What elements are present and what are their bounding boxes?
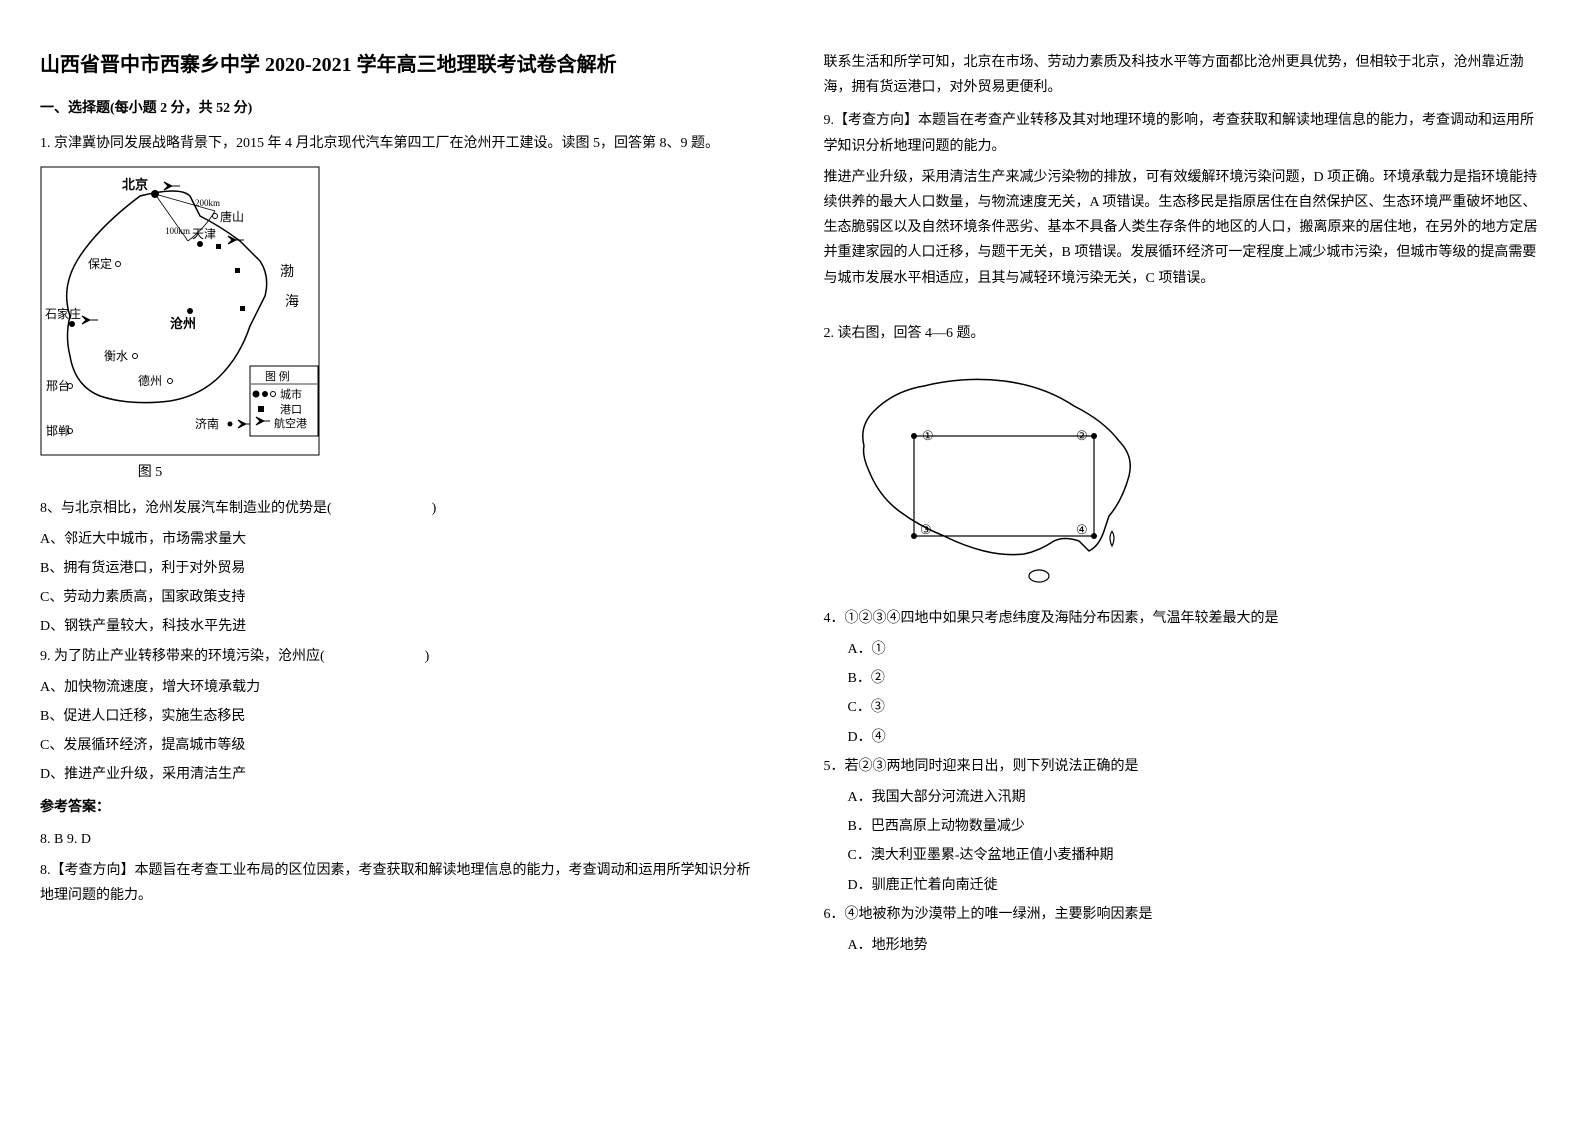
q9-stem: 9. 为了防止产业转移带来的环境污染，沧州应() [40, 644, 764, 669]
q8-stem-text: 8、与北京相比，沧州发展汽车制造业的优势是( [40, 501, 332, 516]
q4-stem: 4．①②③④四地中如果只考虑纬度及海陆分布因素，气温年较差最大的是 [824, 606, 1548, 631]
sea-label-hai: 海 [285, 294, 299, 310]
q9-close: ) [425, 649, 430, 664]
exp9-label: 9.【考查方向】本题旨在考查产业转移及其对地理环境的影响，考查获取和解读地理信息… [824, 108, 1548, 158]
map2-label-2: ② [1076, 428, 1088, 443]
q4-option-c: C．③ [824, 695, 1548, 720]
q5-stem: 5．若②③两地同时迎来日出，则下列说法正确的是 [824, 754, 1548, 779]
legend-airport: 航空港 [274, 416, 307, 430]
city-dezhou: 德州 [138, 373, 162, 388]
q9-option-a: A、加快物流速度，增大环境承载力 [40, 675, 764, 700]
city-hengshui: 衡水 [104, 349, 128, 363]
city-xingtai: 邢台 [46, 378, 70, 393]
q5-option-b: B．巴西高原上动物数量减少 [824, 814, 1548, 839]
city-beijing: 北京 [122, 177, 148, 192]
q5-option-c: C．澳大利亚墨累-达令盆地正值小麦播种期 [824, 843, 1548, 868]
figure-5-label: 图 5 [120, 460, 180, 485]
city-jinan: 济南 [195, 416, 219, 431]
city-cangzhou: 沧州 [170, 316, 196, 331]
q4-option-b: B．② [824, 666, 1548, 691]
q9-option-b: B、促进人口迁移，实施生态移民 [40, 704, 764, 729]
exp9-body: 推进产业升级，采用清洁生产来减少污染物的排放，可有效缓解环境污染问题，D 项正确… [824, 165, 1548, 291]
q1-stem: 1. 京津冀协同发展战略背景下，2015 年 4 月北京现代汽车第四工厂在沧州开… [40, 131, 764, 156]
page-title: 山西省晋中市西寨乡中学 2020-2021 学年高三地理联考试卷含解析 [40, 50, 764, 80]
figure-map-1: 200km 100km 北京 唐山 天津 [40, 166, 764, 485]
q2-stem: 2. 读右图，回答 4—6 题。 [824, 321, 1548, 346]
q9-stem-text: 9. 为了防止产业转移带来的环境污染，沧州应( [40, 649, 325, 664]
q8-close: ) [432, 501, 437, 516]
q4-option-d: D．④ [824, 725, 1548, 750]
city-handan: 邯郸 [46, 423, 70, 438]
q5-option-a: A．我国大部分河流进入汛期 [824, 785, 1548, 810]
q5-option-d: D．驯鹿正忙着向南迁徙 [824, 873, 1548, 898]
q8-option-a: A、邻近大中城市，市场需求量大 [40, 527, 764, 552]
city-baoding: 保定 [88, 256, 112, 271]
map2-label-1: ① [922, 428, 934, 443]
q9-option-c: C、发展循环经济，提高城市等级 [40, 733, 764, 758]
section-heading: 一、选择题(每小题 2 分，共 52 分) [40, 96, 764, 121]
legend-city: 城市 [280, 387, 302, 401]
answer-line: 8. B 9. D [40, 827, 764, 852]
city-tianjin: 天津 [192, 227, 216, 241]
q8-option-b: B、拥有货运港口，利于对外贸易 [40, 556, 764, 581]
scale-200: 200km [195, 198, 220, 208]
city-tangshan: 唐山 [220, 209, 244, 224]
q8-option-d: D、钢铁产量较大，科技水平先进 [40, 614, 764, 639]
q6-stem: 6．④地被称为沙漠带上的唯一绿洲，主要影响因素是 [824, 902, 1548, 927]
q9-option-d: D、推进产业升级，采用清洁生产 [40, 762, 764, 787]
answer-label: 参考答案： [40, 795, 764, 820]
scale-100: 100km [165, 226, 190, 236]
q6-option-a: A．地形地势 [824, 933, 1548, 958]
q8-option-c: C、劳动力素质高，国家政策支持 [40, 585, 764, 610]
q4-option-a: A．① [824, 637, 1548, 662]
legend-title: 图 例 [265, 369, 290, 383]
figure-map-2: ① ② ③ ④ [824, 356, 1548, 596]
exp8-body: 联系生活和所学可知，北京在市场、劳动力素质及科技水平等方面都比沧州更具优势，但相… [824, 50, 1548, 100]
map2-label-3: ③ [920, 522, 932, 537]
q8-stem: 8、与北京相比，沧州发展汽车制造业的优势是() [40, 496, 764, 521]
legend-port: 港口 [280, 403, 302, 416]
sea-label-bo: 渤 [280, 264, 294, 280]
exp8-label: 8.【考查方向】本题旨在考查工业布局的区位因素，考查获取和解读地理信息的能力，考… [40, 858, 764, 908]
map2-label-4: ④ [1076, 522, 1088, 537]
city-shijiazhuang: 石家庄 [45, 306, 81, 321]
